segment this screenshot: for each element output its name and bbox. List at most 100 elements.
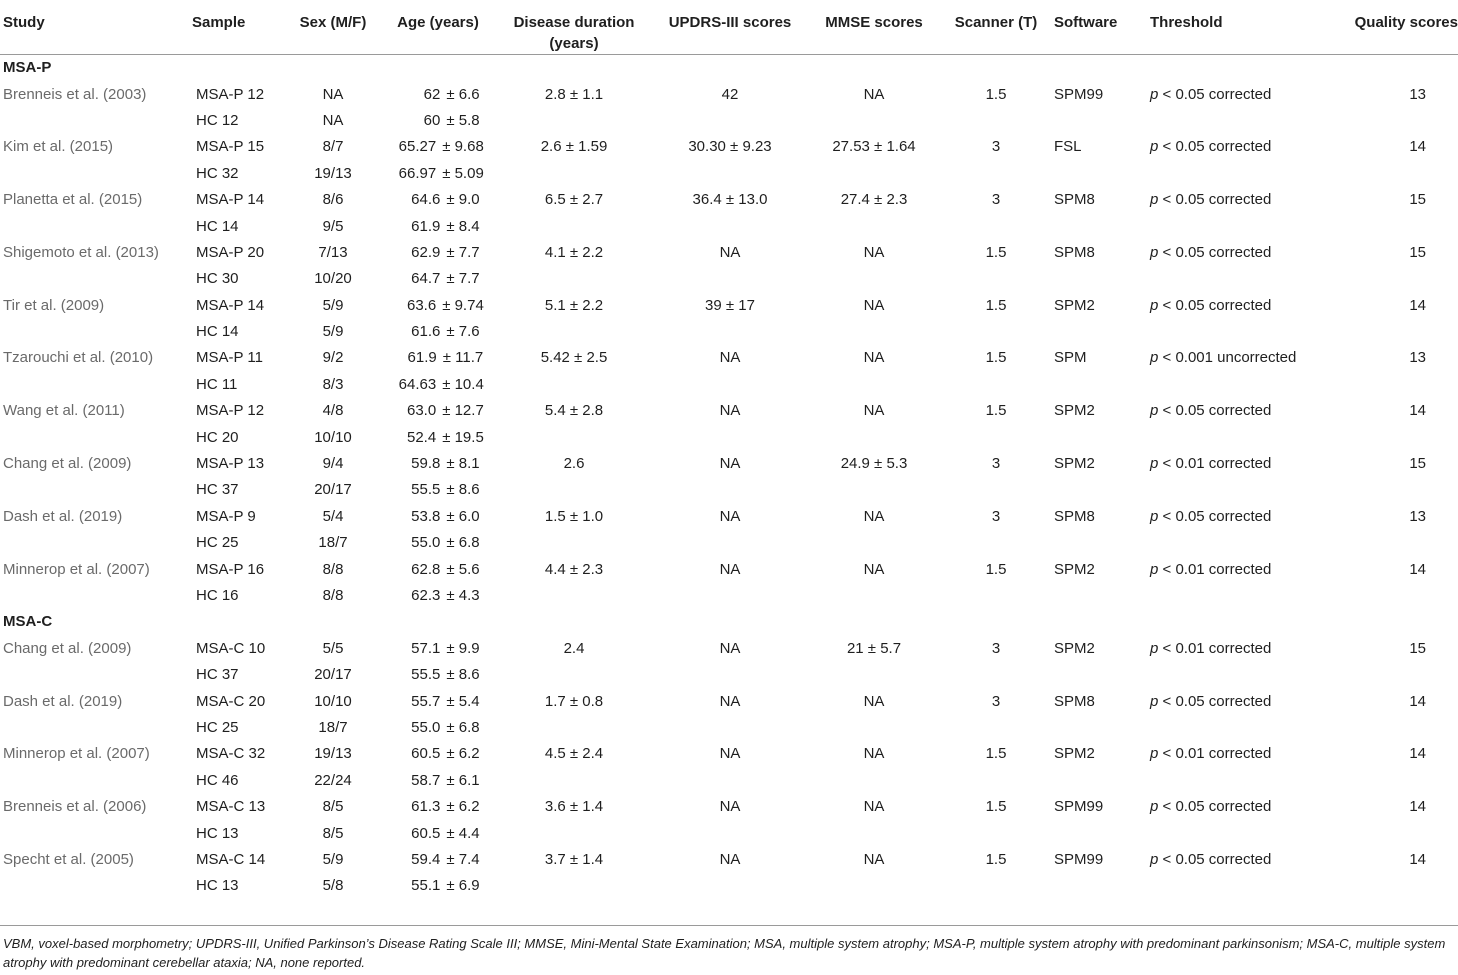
age-mean: 58.7	[411, 771, 441, 789]
age-mean: 64.7	[411, 270, 441, 288]
study-name	[0, 662, 192, 688]
quality-cell: 13	[1409, 507, 1426, 525]
sample-cell: HC 37	[196, 481, 239, 499]
age-sd: ± 6.1	[446, 771, 480, 789]
quality-cell: 13	[1409, 349, 1426, 367]
age-value: 65.27 ± 9.68	[392, 134, 484, 160]
age-cell: 58.7 ± 6.1	[378, 768, 498, 794]
empty-cell	[1332, 583, 1458, 609]
duration-cell: 2.4	[563, 639, 585, 657]
software-cell: SPM8	[1054, 191, 1095, 209]
age-sd: ± 5.6	[446, 560, 480, 578]
table-row-patient: Minnerop et al. (2007) MSA-C 32 19/13 60.5 ±…	[0, 741, 1458, 767]
age-sd: ± 12.7	[442, 402, 484, 420]
duration-cell: 5.1 ± 2.2	[544, 296, 604, 314]
age-cell: 64.63 ± 10.4	[378, 372, 498, 398]
table-row-patient: Chang et al. (2009) MSA-P 13 9/4 59.8 ± 8.1 2…	[0, 451, 1458, 477]
table-row-patient: Wang et al. (2011) MSA-P 12 4/8 63.0 ± 12.7 5…	[0, 398, 1458, 424]
quality-cell: 15	[1409, 455, 1426, 473]
age-value: 61.6 ± 7.6	[396, 319, 479, 345]
threshold-value: < 0.05 corrected	[1158, 402, 1272, 420]
threshold-p: p	[1150, 296, 1159, 314]
age-value: 62 ± 6.6	[396, 82, 480, 108]
empty-cell	[650, 583, 810, 609]
age-cell: 57.1 ± 9.9	[378, 636, 498, 662]
threshold-value: < 0.01 corrected	[1158, 455, 1272, 473]
empty-cell	[810, 820, 938, 846]
empty-cell	[650, 266, 810, 292]
empty-cell	[810, 477, 938, 503]
sex-cell: 8/8	[322, 587, 344, 604]
sex-cell: 19/13	[314, 745, 352, 763]
threshold-value: < 0.001 uncorrected	[1158, 349, 1297, 367]
duration-cell: 5.42 ± 2.5	[540, 349, 608, 367]
age-cell: 62.9 ± 7.7	[378, 240, 498, 266]
empty-cell	[938, 266, 1054, 292]
quality-cell: 15	[1409, 191, 1426, 209]
age-value: 53.8 ± 6.0	[396, 504, 479, 530]
study-name: Minnerop et al. (2007)	[3, 560, 150, 578]
sex-cell: 8/3	[322, 375, 344, 393]
empty-cell	[498, 768, 650, 794]
age-mean: 64.63	[398, 375, 437, 393]
table-row-patient: Minnerop et al. (2007) MSA-P 16 8/8 62.8 ± 5…	[0, 556, 1458, 582]
scanner-cell: 1.5	[985, 85, 1007, 103]
age-cell: 66.97 ± 5.09	[378, 161, 498, 187]
age-cell: 59.4 ± 7.4	[378, 847, 498, 873]
updrs-cell: 42	[721, 85, 739, 103]
age-cell: 55.5 ± 8.6	[378, 662, 498, 688]
section-label: MSA-C	[3, 613, 53, 631]
software-cell: SPM8	[1054, 507, 1095, 525]
table-row-control: HC 37 20/17 55.5 ± 8.6	[0, 477, 1458, 503]
duration-cell: 4.5 ± 2.4	[544, 745, 604, 763]
header-threshold: Threshold	[1150, 0, 1332, 55]
table-row-control: HC 13 5/8 55.1 ± 6.9	[0, 873, 1458, 899]
empty-cell	[938, 715, 1054, 741]
table-row-patient: Brenneis et al. (2006) MSA-C 13 8/5 61.3 ± 6…	[0, 794, 1458, 820]
age-mean: 62.3	[411, 587, 441, 604]
empty-cell	[1054, 108, 1150, 134]
quality-cell: 14	[1409, 138, 1426, 156]
table-header: Study Sample Sex (M/F) Age (years) Disea…	[0, 0, 1458, 55]
empty-cell	[1150, 266, 1332, 292]
age-value: 55.0 ± 6.8	[396, 530, 479, 556]
age-cell: 63.0 ± 12.7	[378, 398, 498, 424]
threshold-p: p	[1150, 560, 1159, 578]
sex-cell: 10/10	[314, 428, 352, 446]
mmse-cell: 27.53 ± 1.64	[832, 138, 916, 156]
sex-cell: NA	[322, 111, 344, 129]
empty-cell	[650, 820, 810, 846]
empty-cell	[810, 108, 938, 134]
threshold-cell: p < 0.05 corrected	[1150, 134, 1332, 160]
threshold-cell: p < 0.01 corrected	[1150, 556, 1332, 582]
sex-cell: 5/8	[322, 877, 344, 895]
threshold-value: < 0.01 corrected	[1158, 745, 1272, 763]
threshold-cell: p < 0.05 corrected	[1150, 688, 1332, 714]
empty-cell	[1332, 820, 1458, 846]
empty-cell	[1332, 108, 1458, 134]
mmse-cell: NA	[863, 560, 885, 578]
threshold-p: p	[1150, 191, 1159, 209]
sample-cell: MSA-C 32	[196, 745, 266, 763]
updrs-cell: 39 ± 17	[705, 296, 755, 314]
table-row-patient: Shigemoto et al. (2013) MSA-P 20 7/13 62.9 ±…	[0, 240, 1458, 266]
age-cell: 55.0 ± 6.8	[378, 530, 498, 556]
empty-cell	[650, 768, 810, 794]
updrs-cell: NA	[719, 692, 741, 710]
mmse-cell: NA	[863, 507, 885, 525]
table-row-control: HC 14 5/9 61.6 ± 7.6	[0, 319, 1458, 345]
threshold-p: p	[1150, 243, 1159, 261]
age-cell: 55.1 ± 6.9	[378, 873, 498, 899]
threshold-p: p	[1150, 639, 1159, 657]
scanner-cell: 1.5	[985, 402, 1007, 420]
age-value: 52.4 ± 19.5	[392, 425, 484, 451]
age-mean: 64.6	[411, 191, 441, 209]
sample-cell: MSA-P 15	[196, 138, 265, 156]
sex-cell: 9/4	[322, 455, 344, 473]
header-duration-line1: Disease duration	[513, 14, 635, 31]
age-value: 63.6 ± 9.74	[392, 293, 484, 319]
empty-cell	[938, 213, 1054, 239]
threshold-p: p	[1150, 349, 1159, 367]
quality-cell: 15	[1409, 243, 1426, 261]
empty-cell	[498, 820, 650, 846]
